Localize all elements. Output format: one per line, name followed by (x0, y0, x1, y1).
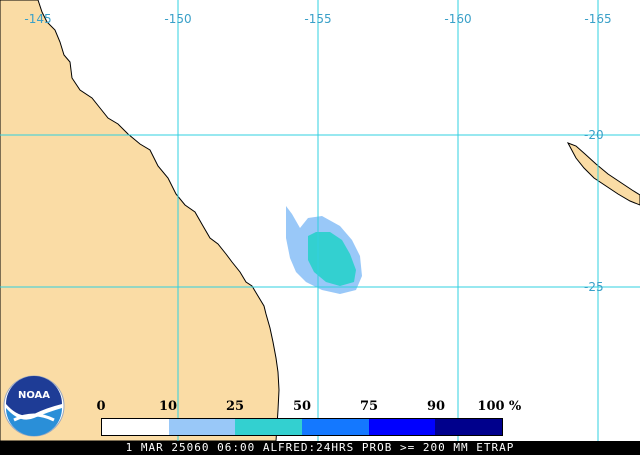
legend-swatch (168, 419, 236, 435)
legend-labels: 0 10 25 50 75 90 100 % (0, 399, 640, 415)
legend-swatch (302, 419, 369, 435)
legend-swatch (435, 419, 503, 435)
lon-label: -160 (444, 12, 472, 26)
noaa-logo-icon: NOAA (3, 375, 65, 437)
legend-label: 90 (426, 399, 446, 414)
legend-label: 10 (158, 399, 178, 414)
logo-text: NOAA (18, 390, 50, 401)
lat-label: -20 (584, 128, 604, 142)
legend-swatch (235, 419, 303, 435)
legend-label: 50 (292, 399, 312, 414)
legend-unit: % (508, 399, 522, 414)
legend-swatch (102, 419, 169, 435)
prob-25 (308, 232, 356, 286)
lon-label: -145 (24, 12, 52, 26)
lon-label: -150 (164, 12, 192, 26)
legend-swatch (368, 419, 436, 435)
lon-label: -155 (304, 12, 332, 26)
land-mainland (0, 0, 280, 442)
legend-label: 25 (225, 399, 245, 414)
legend-label: 75 (359, 399, 379, 414)
lon-label: -165 (584, 12, 612, 26)
map-caption: 1 MAR 25060 06:00 ALFRED:24HRS PROB >= 2… (0, 441, 640, 455)
land-island (566, 142, 640, 206)
legend-label: 100 (477, 399, 505, 414)
grid (0, 0, 640, 441)
legend-color-bar (101, 418, 503, 436)
legend-label: 0 (96, 399, 106, 414)
lat-label: -25 (584, 280, 604, 294)
